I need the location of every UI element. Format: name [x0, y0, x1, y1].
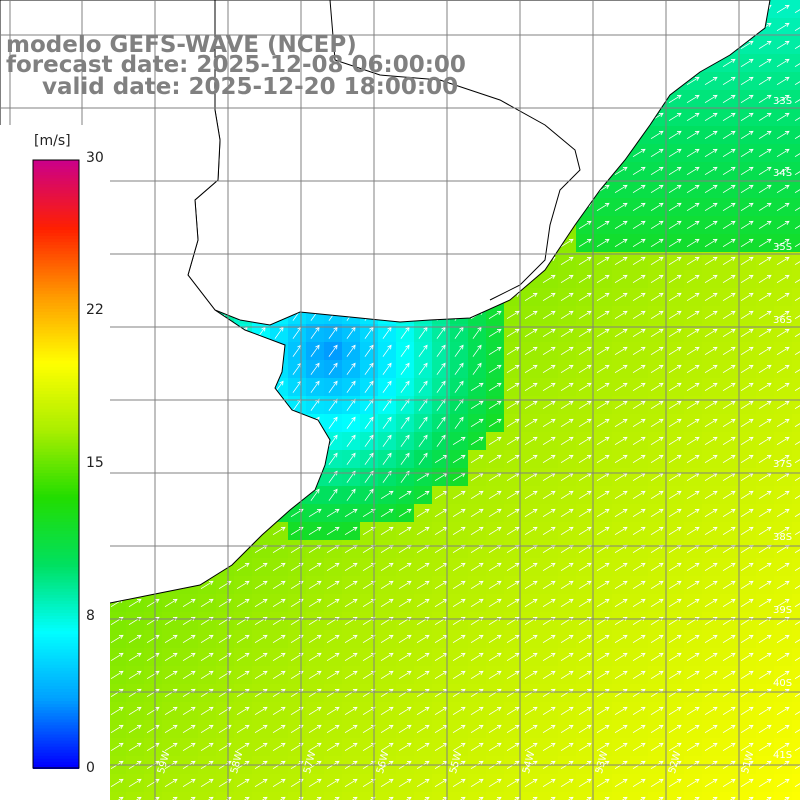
colorbar-tick-8: 8 [86, 608, 95, 624]
lat-label-36s: 36S [773, 315, 793, 326]
border-line [329, 0, 581, 301]
lat-label-40s: 40S [773, 678, 793, 689]
lat-label-35s: 35S [773, 242, 793, 253]
colorbar-scale [0, 125, 110, 800]
colorbar-tick-30: 30 [86, 150, 104, 166]
map-title: modelo GEFS-WAVE (NCEP) [6, 32, 357, 58]
lat-label-33s: 33S [773, 96, 793, 107]
lat-label-41s: 41S [773, 750, 793, 761]
colorbar-tick-22: 22 [86, 302, 104, 318]
lat-label-34s: 34S [773, 168, 793, 179]
colorbar-tick-0: 0 [86, 760, 95, 776]
lat-label-39s: 39S [773, 605, 793, 616]
lat-label-37s: 37S [773, 459, 793, 470]
colorbar-unit: [m/s] [34, 133, 71, 149]
forecast-date: forecast date: 2025-12-08 06:00:00 [6, 52, 466, 78]
colorbar-tick-15: 15 [86, 455, 104, 471]
lat-label-38s: 38S [773, 532, 793, 543]
valid-date: valid date: 2025-12-20 18:00:00 [42, 74, 459, 100]
